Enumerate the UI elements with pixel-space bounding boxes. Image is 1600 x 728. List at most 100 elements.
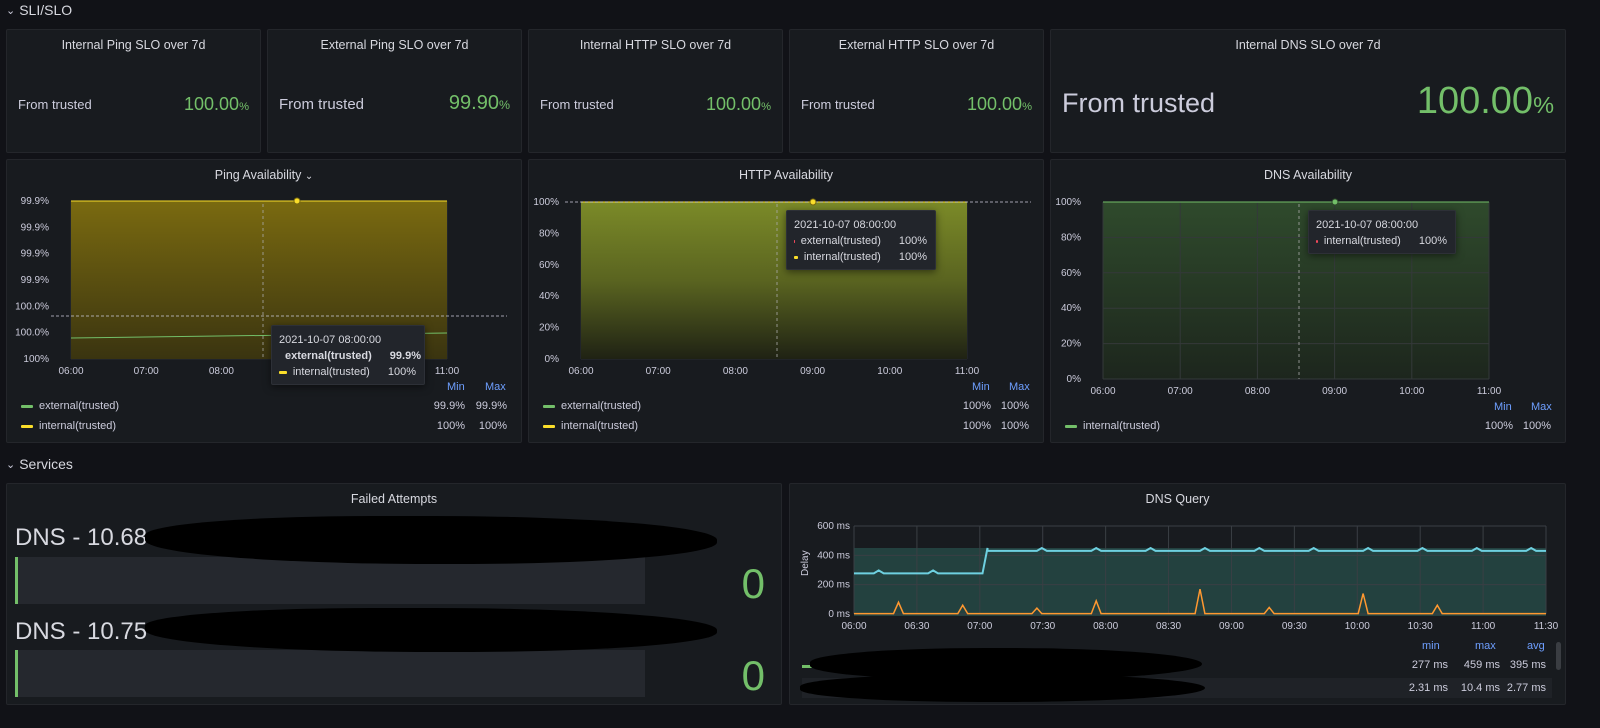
x-tick-label: 08:00	[723, 366, 748, 377]
x-tick-label: 08:00	[209, 366, 234, 377]
row-title: Services	[19, 456, 73, 472]
tooltip-value: 100%	[1418, 235, 1447, 247]
legend-max: 100%	[1000, 420, 1029, 432]
legend-item[interactable]: internal(trusted)	[1065, 420, 1160, 432]
x-tick-label: 06:00	[1090, 386, 1115, 397]
tooltip-series: external(trusted)	[800, 235, 881, 247]
panel-title[interactable]: Failed Attempts	[350, 492, 438, 506]
series-a-area	[854, 548, 1546, 616]
legend-avg: 2.77 ms	[1506, 682, 1546, 694]
x-tick-label: 11:00	[955, 366, 980, 377]
y-tick-label: 40%	[539, 291, 559, 302]
x-tick-label: 06:00	[58, 366, 83, 377]
row-title: SLI/SLO	[19, 2, 73, 18]
x-tick-label: 11:00	[435, 366, 460, 377]
stat-panel-external-http[interactable]: External HTTP SLO over 7d From trusted 1…	[789, 29, 1044, 153]
stat-label: From trusted	[18, 97, 92, 112]
panel-title[interactable]: DNS Availability	[1263, 168, 1352, 182]
x-tick-label: 07:00	[1168, 386, 1193, 397]
panel-ping-availability[interactable]: Ping Availability ⌄ 99.9% 99.9% 99.9% 99.9%…	[6, 159, 522, 443]
legend-min: 2.31 ms	[1408, 682, 1448, 694]
legend-item[interactable]: internal(trusted)	[543, 420, 638, 432]
ping-tooltip: 2021-10-07 08:00:00 external(trusted) 99.…	[271, 325, 425, 385]
row-header-sli-slo[interactable]: ⌄ SLI/SLO	[6, 0, 72, 20]
failed-item-label: DNS - 10.68	[15, 524, 148, 551]
legend-scrollbar[interactable]	[1556, 642, 1561, 670]
legend-min-header[interactable]: Min	[972, 381, 990, 393]
stat-value: 100.00%	[1416, 80, 1554, 122]
panel-dns-availability[interactable]: DNS Availability 100% 80% 60% 40% 20% 0% 06:0…	[1050, 159, 1566, 443]
row-header-services[interactable]: ⌄ Services	[6, 454, 73, 474]
series-a-line	[854, 546, 1546, 575]
legend-max-header[interactable]: Max	[1009, 381, 1030, 393]
panel-title[interactable]: Ping Availability ⌄	[214, 168, 314, 182]
x-tick-label: 10:00	[877, 366, 902, 377]
legend-item[interactable]: external(trusted)	[543, 400, 641, 412]
series-swatch	[802, 665, 814, 668]
legend-avg-header[interactable]: avg	[1527, 640, 1545, 652]
legend-min-header[interactable]: Min	[1494, 401, 1512, 413]
x-tick-label: 06:30	[904, 621, 929, 632]
panel-http-availability[interactable]: HTTP Availability 100% 80% 60% 40% 20% 0% 06:…	[528, 159, 1044, 443]
y-tick-label: 99.9%	[21, 196, 49, 207]
panel-title[interactable]: DNS Query	[1145, 492, 1210, 506]
redaction-mark	[800, 674, 1205, 702]
x-tick-label: 07:00	[967, 621, 992, 632]
y-tick-label: 0 ms	[828, 609, 850, 620]
dns-tooltip: 2021-10-07 08:00:00 internal(trusted) 100…	[1308, 210, 1456, 254]
legend-max-header[interactable]: Max	[1531, 401, 1552, 413]
panel-failed-attempts[interactable]: Failed Attempts DNS - 10.68 0 DNS - 10.7…	[6, 483, 782, 705]
legend-max: 10.4 ms	[1460, 682, 1500, 694]
legend-min: 277 ms	[1411, 659, 1448, 671]
chevron-down-icon: ⌄	[6, 458, 16, 471]
http-tooltip: 2021-10-07 08:00:00 external(trusted) 100…	[786, 210, 936, 270]
y-tick-label: 99.9%	[21, 275, 49, 286]
stat-value: 100.00%	[184, 94, 249, 114]
stat-panel-internal-dns[interactable]: Internal DNS SLO over 7d From trusted 10…	[1050, 29, 1566, 153]
legend-item[interactable]: internal(trusted)	[21, 420, 116, 432]
legend-max: 100%	[1522, 420, 1551, 432]
x-tick-label: 10:30	[1408, 621, 1433, 632]
tooltip-time: 2021-10-07 08:00:00	[279, 334, 382, 346]
dns-query-chart[interactable]: Delay 600 ms 400 ms 200 ms 0 ms 06:00 06:30 0…	[790, 484, 1566, 705]
legend-max: 100%	[478, 420, 507, 432]
legend-min-header[interactable]: min	[1422, 640, 1440, 652]
ping-legend: Min Max external(trusted) 99.9% 99.9% in…	[7, 380, 521, 440]
http-legend: Min Max external(trusted) 100% 100% inte…	[529, 380, 1043, 440]
failed-item-bar	[15, 557, 645, 604]
stat-label: From trusted	[279, 96, 365, 113]
failed-item-label: DNS - 10.75	[15, 618, 148, 645]
y-tick-label: 20%	[1061, 339, 1081, 350]
y-tick-label: 80%	[539, 228, 559, 239]
tooltip-time: 2021-10-07 08:00:00	[794, 219, 897, 231]
stat-panel-internal-ping[interactable]: Internal Ping SLO over 7d From trusted 1…	[6, 29, 261, 153]
stat-panel-internal-http[interactable]: Internal HTTP SLO over 7d From trusted 1…	[528, 29, 783, 153]
legend-min-header[interactable]: Min	[447, 381, 465, 393]
y-tick-label: 0%	[545, 354, 560, 365]
stat-value: 99.90%	[448, 92, 510, 114]
y-tick-label: 400 ms	[817, 550, 850, 561]
x-tick-label: 10:00	[1345, 621, 1370, 632]
x-tick-label: 06:00	[568, 366, 593, 377]
y-tick-label: 100%	[533, 197, 559, 208]
y-tick-label: 20%	[539, 323, 559, 334]
x-tick-label: 08:00	[1245, 386, 1270, 397]
x-tick-label: 09:00	[1219, 621, 1244, 632]
legend-min: 100%	[1484, 420, 1513, 432]
stat-panel-external-ping[interactable]: External Ping SLO over 7d From trusted 9…	[267, 29, 522, 153]
series-swatch	[1316, 239, 1318, 243]
legend-max-header[interactable]: max	[1475, 640, 1496, 652]
legend-item[interactable]: external(trusted)	[21, 400, 119, 412]
tooltip-value: 100%	[898, 235, 927, 247]
x-tick-label: 11:00	[1477, 386, 1502, 397]
panel-title: Internal Ping SLO over 7d	[61, 38, 206, 52]
panel-title: Internal HTTP SLO over 7d	[579, 38, 732, 52]
panel-title[interactable]: HTTP Availability	[738, 168, 834, 182]
panel-dns-query[interactable]: DNS Query Delay 600 ms 400 ms 200 ms 0 ms 0…	[789, 483, 1566, 705]
legend-max-header[interactable]: Max	[485, 381, 506, 393]
panel-title: External HTTP SLO over 7d	[838, 38, 995, 52]
x-tick-label: 07:00	[134, 366, 159, 377]
failed-item-value: 0	[741, 652, 765, 699]
series-swatch	[794, 239, 795, 243]
stat-label: From trusted	[1062, 88, 1216, 118]
